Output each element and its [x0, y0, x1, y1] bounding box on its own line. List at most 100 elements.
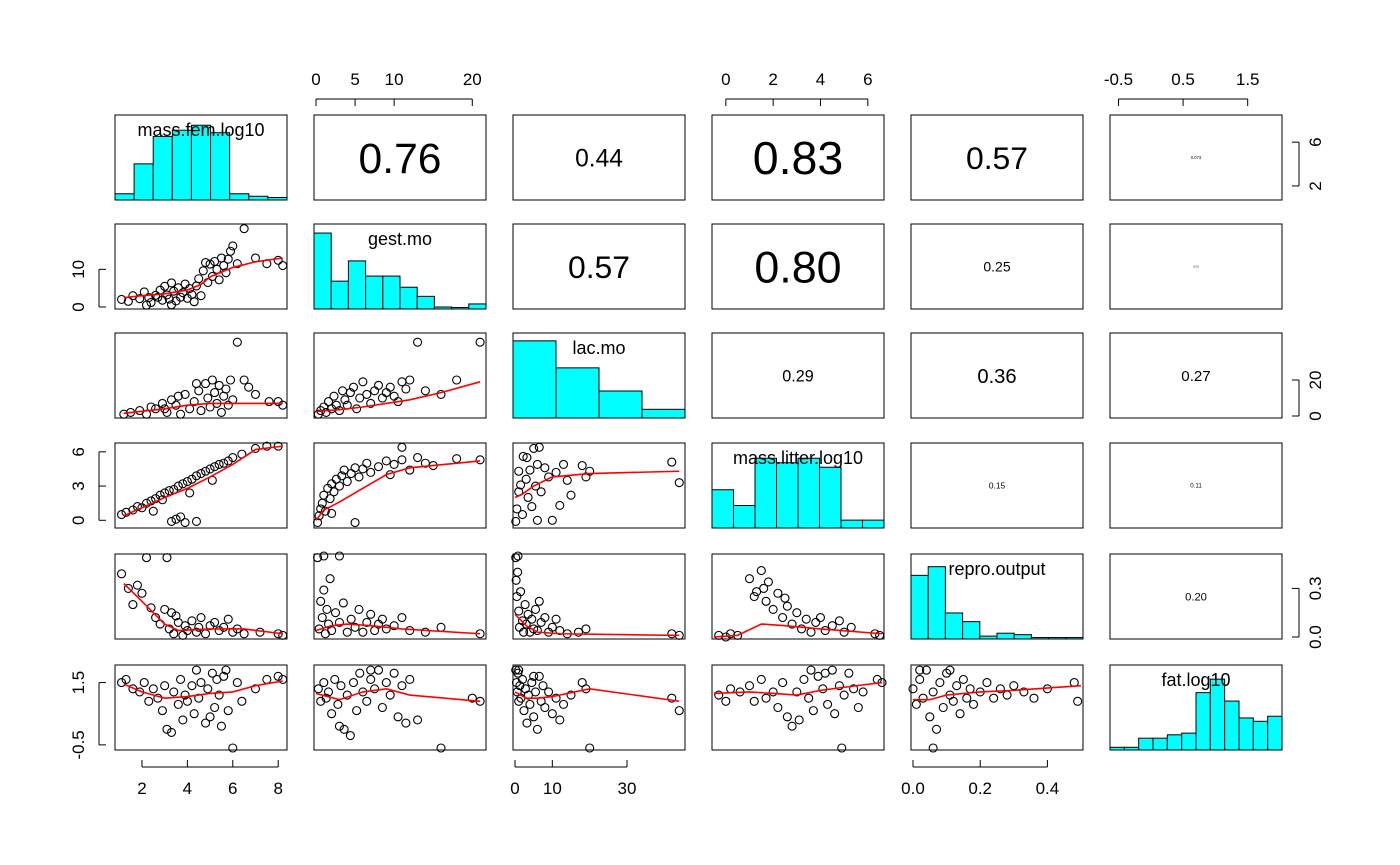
data-point — [551, 614, 561, 624]
variable-label: repro.output — [948, 559, 1045, 579]
data-point — [519, 627, 529, 637]
data-point — [350, 463, 360, 473]
correlation-label: 0.073 — [1191, 155, 1202, 160]
data-point — [389, 668, 399, 678]
data-point — [264, 397, 274, 407]
data-point — [796, 624, 807, 634]
data-point — [566, 490, 576, 500]
data-point — [141, 553, 152, 563]
panel-frame — [313, 442, 487, 529]
data-point — [377, 702, 387, 713]
data-point — [475, 455, 485, 465]
panel-frame — [512, 332, 686, 419]
data-point — [200, 257, 211, 268]
panel-3-4: 0.15 — [910, 442, 1084, 529]
data-point — [1002, 690, 1012, 700]
data-point — [513, 551, 523, 561]
variable-label: fat.log10 — [1161, 670, 1230, 690]
data-point — [319, 585, 329, 595]
data-point — [844, 668, 854, 678]
panel-frame — [910, 553, 1084, 640]
histogram-bar — [512, 340, 557, 419]
data-point — [420, 627, 430, 637]
data-point — [756, 566, 766, 576]
tick-label: 0 — [721, 70, 730, 89]
data-point — [467, 693, 477, 703]
data-point — [726, 629, 736, 639]
data-point — [207, 668, 217, 678]
data-point — [373, 665, 384, 675]
data-point — [945, 665, 955, 675]
panel-frame — [114, 442, 288, 529]
data-point — [327, 709, 337, 719]
data-point — [955, 709, 965, 719]
panel-frame — [1109, 332, 1283, 419]
data-point — [366, 467, 376, 477]
data-point — [214, 275, 224, 285]
bottom-axis-4: 0.0 0.2 0.4 — [901, 760, 1059, 798]
data-point — [223, 400, 233, 410]
panel-5-2 — [511, 664, 686, 753]
data-point — [239, 629, 249, 639]
data-point — [761, 596, 771, 606]
panel-1-5: 0.01 — [1109, 223, 1283, 310]
data-point — [169, 687, 179, 697]
data-point — [921, 665, 931, 675]
data-point — [329, 487, 339, 497]
histogram-bar — [1195, 692, 1211, 751]
panel-5-5: fat.log10 — [1109, 664, 1283, 751]
panel-frame — [114, 223, 288, 310]
tick-label: 0 — [510, 779, 519, 798]
data-point — [839, 690, 849, 700]
data-point — [405, 465, 415, 475]
tick-label: 10 — [69, 260, 88, 279]
data-point — [334, 721, 344, 731]
panel-frame — [313, 553, 487, 640]
data-point — [527, 678, 537, 688]
data-point — [674, 706, 684, 716]
data-point — [137, 588, 147, 598]
data-point — [239, 224, 249, 234]
correlation-label: 0.57 — [966, 140, 1028, 176]
smooth-line — [514, 687, 680, 703]
data-point — [191, 471, 202, 481]
data-point — [377, 614, 387, 624]
data-point — [132, 580, 142, 590]
data-point — [157, 706, 167, 716]
data-point — [792, 687, 802, 697]
data-point — [551, 467, 561, 477]
panel-1-4: 0.25 — [910, 223, 1084, 310]
data-point — [1073, 696, 1083, 706]
data-point — [540, 702, 550, 713]
data-point — [210, 617, 220, 627]
data-point — [176, 674, 186, 685]
tick-label: 2 — [768, 70, 777, 89]
data-point — [780, 593, 790, 603]
histogram-bar — [962, 621, 981, 640]
histogram-bar — [776, 462, 799, 529]
data-point — [316, 596, 326, 606]
data-point — [521, 474, 531, 484]
data-point — [511, 665, 521, 675]
data-point — [982, 678, 992, 688]
data-point — [323, 687, 334, 697]
histogram-bar — [1238, 717, 1254, 751]
data-point — [348, 678, 359, 688]
data-point — [178, 715, 188, 725]
panel-4-2 — [511, 551, 686, 640]
bottom-axis-0: 2 4 6 8 — [137, 760, 283, 798]
data-point — [834, 616, 844, 626]
data-point — [915, 665, 925, 675]
data-point — [214, 625, 224, 636]
data-point — [354, 604, 364, 615]
data-point — [348, 382, 359, 392]
data-point — [918, 693, 928, 703]
data-point — [352, 706, 362, 716]
data-point — [413, 337, 423, 347]
data-point — [849, 684, 859, 694]
data-point — [185, 488, 195, 498]
panel-frame — [910, 442, 1084, 529]
data-point — [534, 596, 544, 606]
tick-label: 2 — [1306, 181, 1325, 190]
